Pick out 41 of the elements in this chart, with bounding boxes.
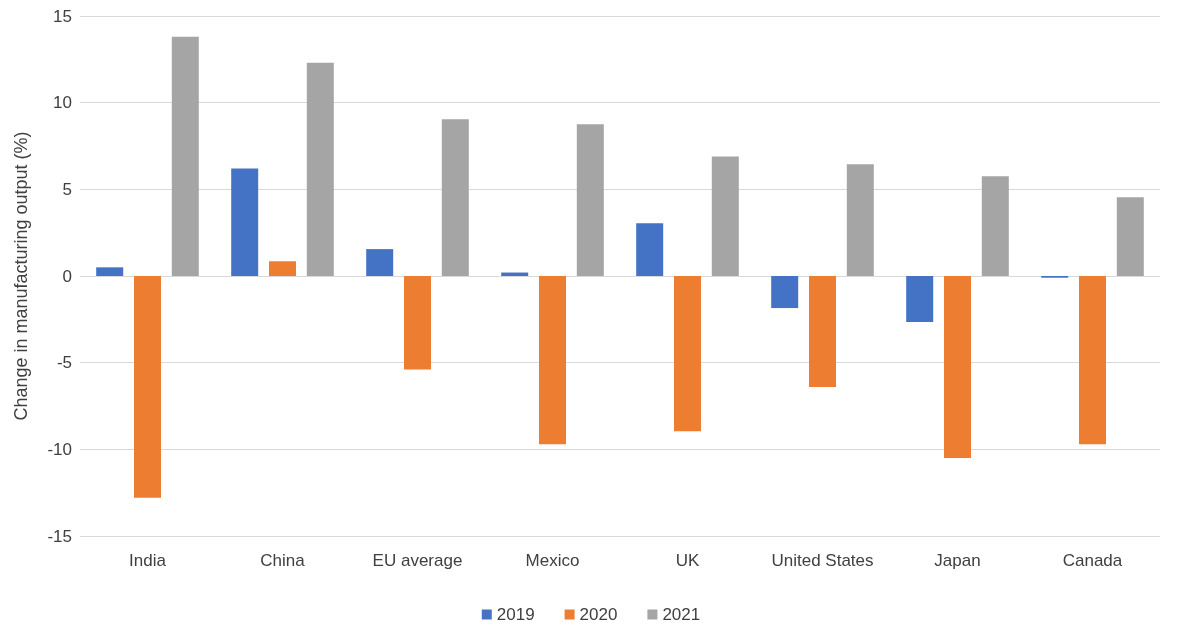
x-tick-label: Canada: [1062, 551, 1123, 570]
bar: [96, 267, 124, 276]
bar: [366, 249, 394, 276]
bar: [906, 276, 934, 322]
bar: [981, 176, 1009, 276]
bar: [404, 276, 431, 370]
bar: [809, 276, 836, 387]
bar: [306, 62, 334, 276]
bar: [771, 276, 799, 309]
y-tick-label: 10: [53, 93, 72, 113]
x-tick-label: India: [129, 551, 167, 570]
x-tick-label: China: [260, 551, 306, 570]
y-tick-label: 5: [62, 179, 72, 199]
bar: [231, 168, 259, 276]
bar: [576, 124, 604, 276]
x-tick-label: EU average: [372, 551, 463, 570]
bar: [539, 276, 566, 445]
legend-label: 2020: [579, 605, 618, 624]
y-tick-label: -15: [47, 526, 72, 546]
y-tick-label: -5: [56, 353, 72, 373]
x-tick-label: Mexico: [525, 551, 580, 570]
bar: [944, 276, 971, 458]
bar: [441, 119, 469, 276]
bar: [1079, 276, 1106, 445]
bar: [636, 223, 664, 276]
x-tick-label: United States: [771, 551, 874, 570]
legend-label: 2021: [662, 605, 701, 624]
bar: [711, 156, 739, 276]
y-axis-title: Change in manufacturing output (%): [11, 131, 31, 421]
bar: [846, 164, 874, 276]
legend-label: 2019: [496, 605, 535, 624]
y-tick-label: -10: [47, 439, 72, 459]
y-tick-label: 15: [53, 6, 72, 26]
bar: [171, 36, 199, 276]
bar: [1116, 197, 1144, 276]
x-tick-label: UK: [675, 551, 700, 570]
bar: [674, 276, 701, 432]
x-tick-label: Japan: [934, 551, 981, 570]
bar: [134, 276, 161, 498]
y-tick-label: 0: [62, 266, 72, 286]
bar: [269, 261, 296, 276]
